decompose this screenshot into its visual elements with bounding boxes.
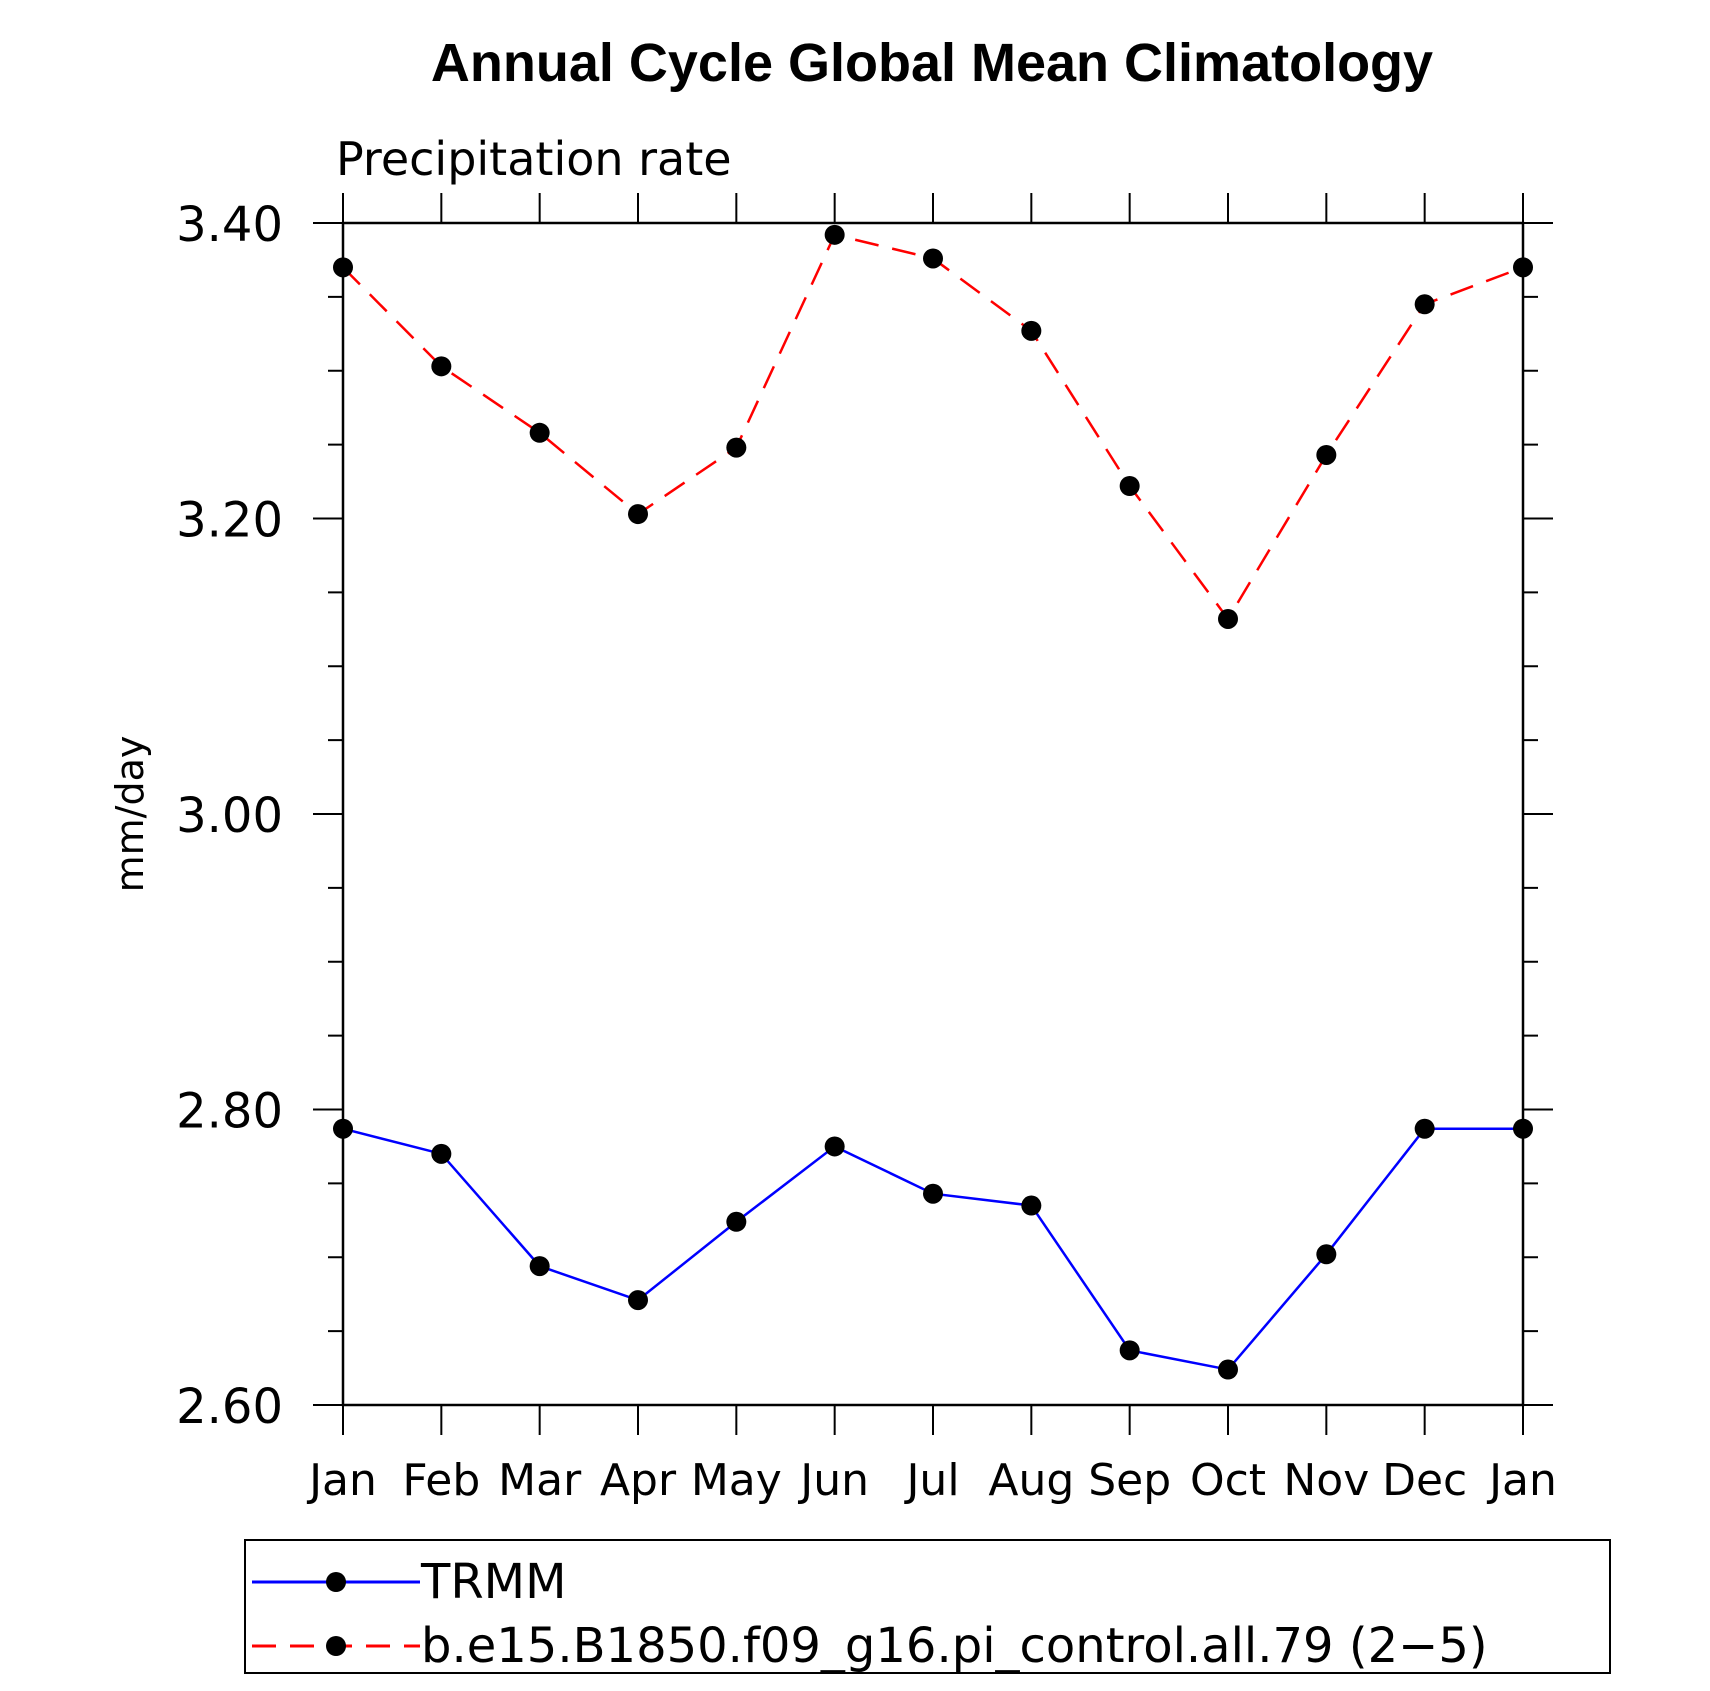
series-layer xyxy=(333,224,1533,1380)
x-tick-label: Jul xyxy=(903,1455,959,1506)
x-tick-label: Apr xyxy=(600,1455,677,1506)
data-point xyxy=(1414,1118,1435,1139)
x-tick-label: May xyxy=(691,1455,782,1506)
data-point xyxy=(529,1256,550,1277)
y-tick-label: 3.00 xyxy=(176,788,283,844)
legend-marker-trmm xyxy=(326,1572,346,1592)
x-tick-label: Feb xyxy=(402,1455,480,1506)
data-point xyxy=(1218,1359,1238,1380)
data-point xyxy=(1316,444,1337,465)
data-point xyxy=(923,1183,943,1204)
data-point xyxy=(1218,608,1238,629)
x-tick-label: Aug xyxy=(988,1455,1074,1506)
legend: TRMM b.e15.B1850.f09_g16.pi_control.all.… xyxy=(244,1539,1611,1674)
data-point xyxy=(333,1118,353,1139)
data-point xyxy=(824,1136,845,1157)
series-1 xyxy=(333,224,1533,629)
legend-label-trmm: TRMM xyxy=(420,1554,567,1610)
x-tick-label: Jan xyxy=(1486,1455,1557,1506)
legend-box xyxy=(244,1539,1611,1674)
data-point xyxy=(1119,1340,1140,1361)
chart-title: Annual Cycle Global Mean Climatology xyxy=(431,33,1433,93)
data-point xyxy=(628,504,648,525)
data-point xyxy=(529,422,550,443)
data-point xyxy=(726,1211,747,1232)
y-tick-label: 3.40 xyxy=(176,197,283,253)
data-point xyxy=(923,248,943,269)
x-tick-label: Sep xyxy=(1088,1455,1171,1506)
data-point xyxy=(1119,475,1140,496)
x-tick-label: Jun xyxy=(797,1455,869,1506)
x-tick-label: Oct xyxy=(1190,1455,1266,1506)
data-point xyxy=(1414,294,1435,315)
x-tick-label: Jan xyxy=(306,1455,377,1506)
y-tick-label: 2.80 xyxy=(176,1084,283,1140)
data-point xyxy=(1021,1195,1042,1216)
data-point xyxy=(726,437,747,458)
x-tick-label: Nov xyxy=(1283,1455,1369,1506)
x-tick-label: Mar xyxy=(498,1455,582,1506)
data-point xyxy=(431,1143,452,1164)
y-tick-label: 2.60 xyxy=(176,1379,283,1435)
data-point xyxy=(431,356,452,377)
data-point xyxy=(1316,1244,1337,1265)
data-point xyxy=(1513,1118,1533,1139)
chart-subtitle: Precipitation rate xyxy=(336,132,732,186)
data-point xyxy=(333,257,353,278)
x-tick-label: Dec xyxy=(1382,1455,1467,1506)
x-axis-ticks: Jan Feb Mar Apr May Jun Jul Aug Sep Oct Nov Dec Jan xyxy=(306,193,1557,1506)
data-point xyxy=(628,1290,648,1311)
y-tick-label: 3.20 xyxy=(176,493,283,549)
legend-marker-model xyxy=(326,1636,346,1656)
y-axis-ticks: 2.60 2.80 3.00 3.20 3.40 xyxy=(176,197,1553,1435)
data-point xyxy=(824,224,845,245)
legend-label-model: b.e15.B1850.f09_g16.pi_control.all.79 (2… xyxy=(421,1618,1488,1674)
series-0 xyxy=(333,1118,1533,1380)
data-point xyxy=(1513,257,1533,278)
data-point xyxy=(1021,320,1042,341)
y-axis-label: mm/day xyxy=(108,736,152,893)
